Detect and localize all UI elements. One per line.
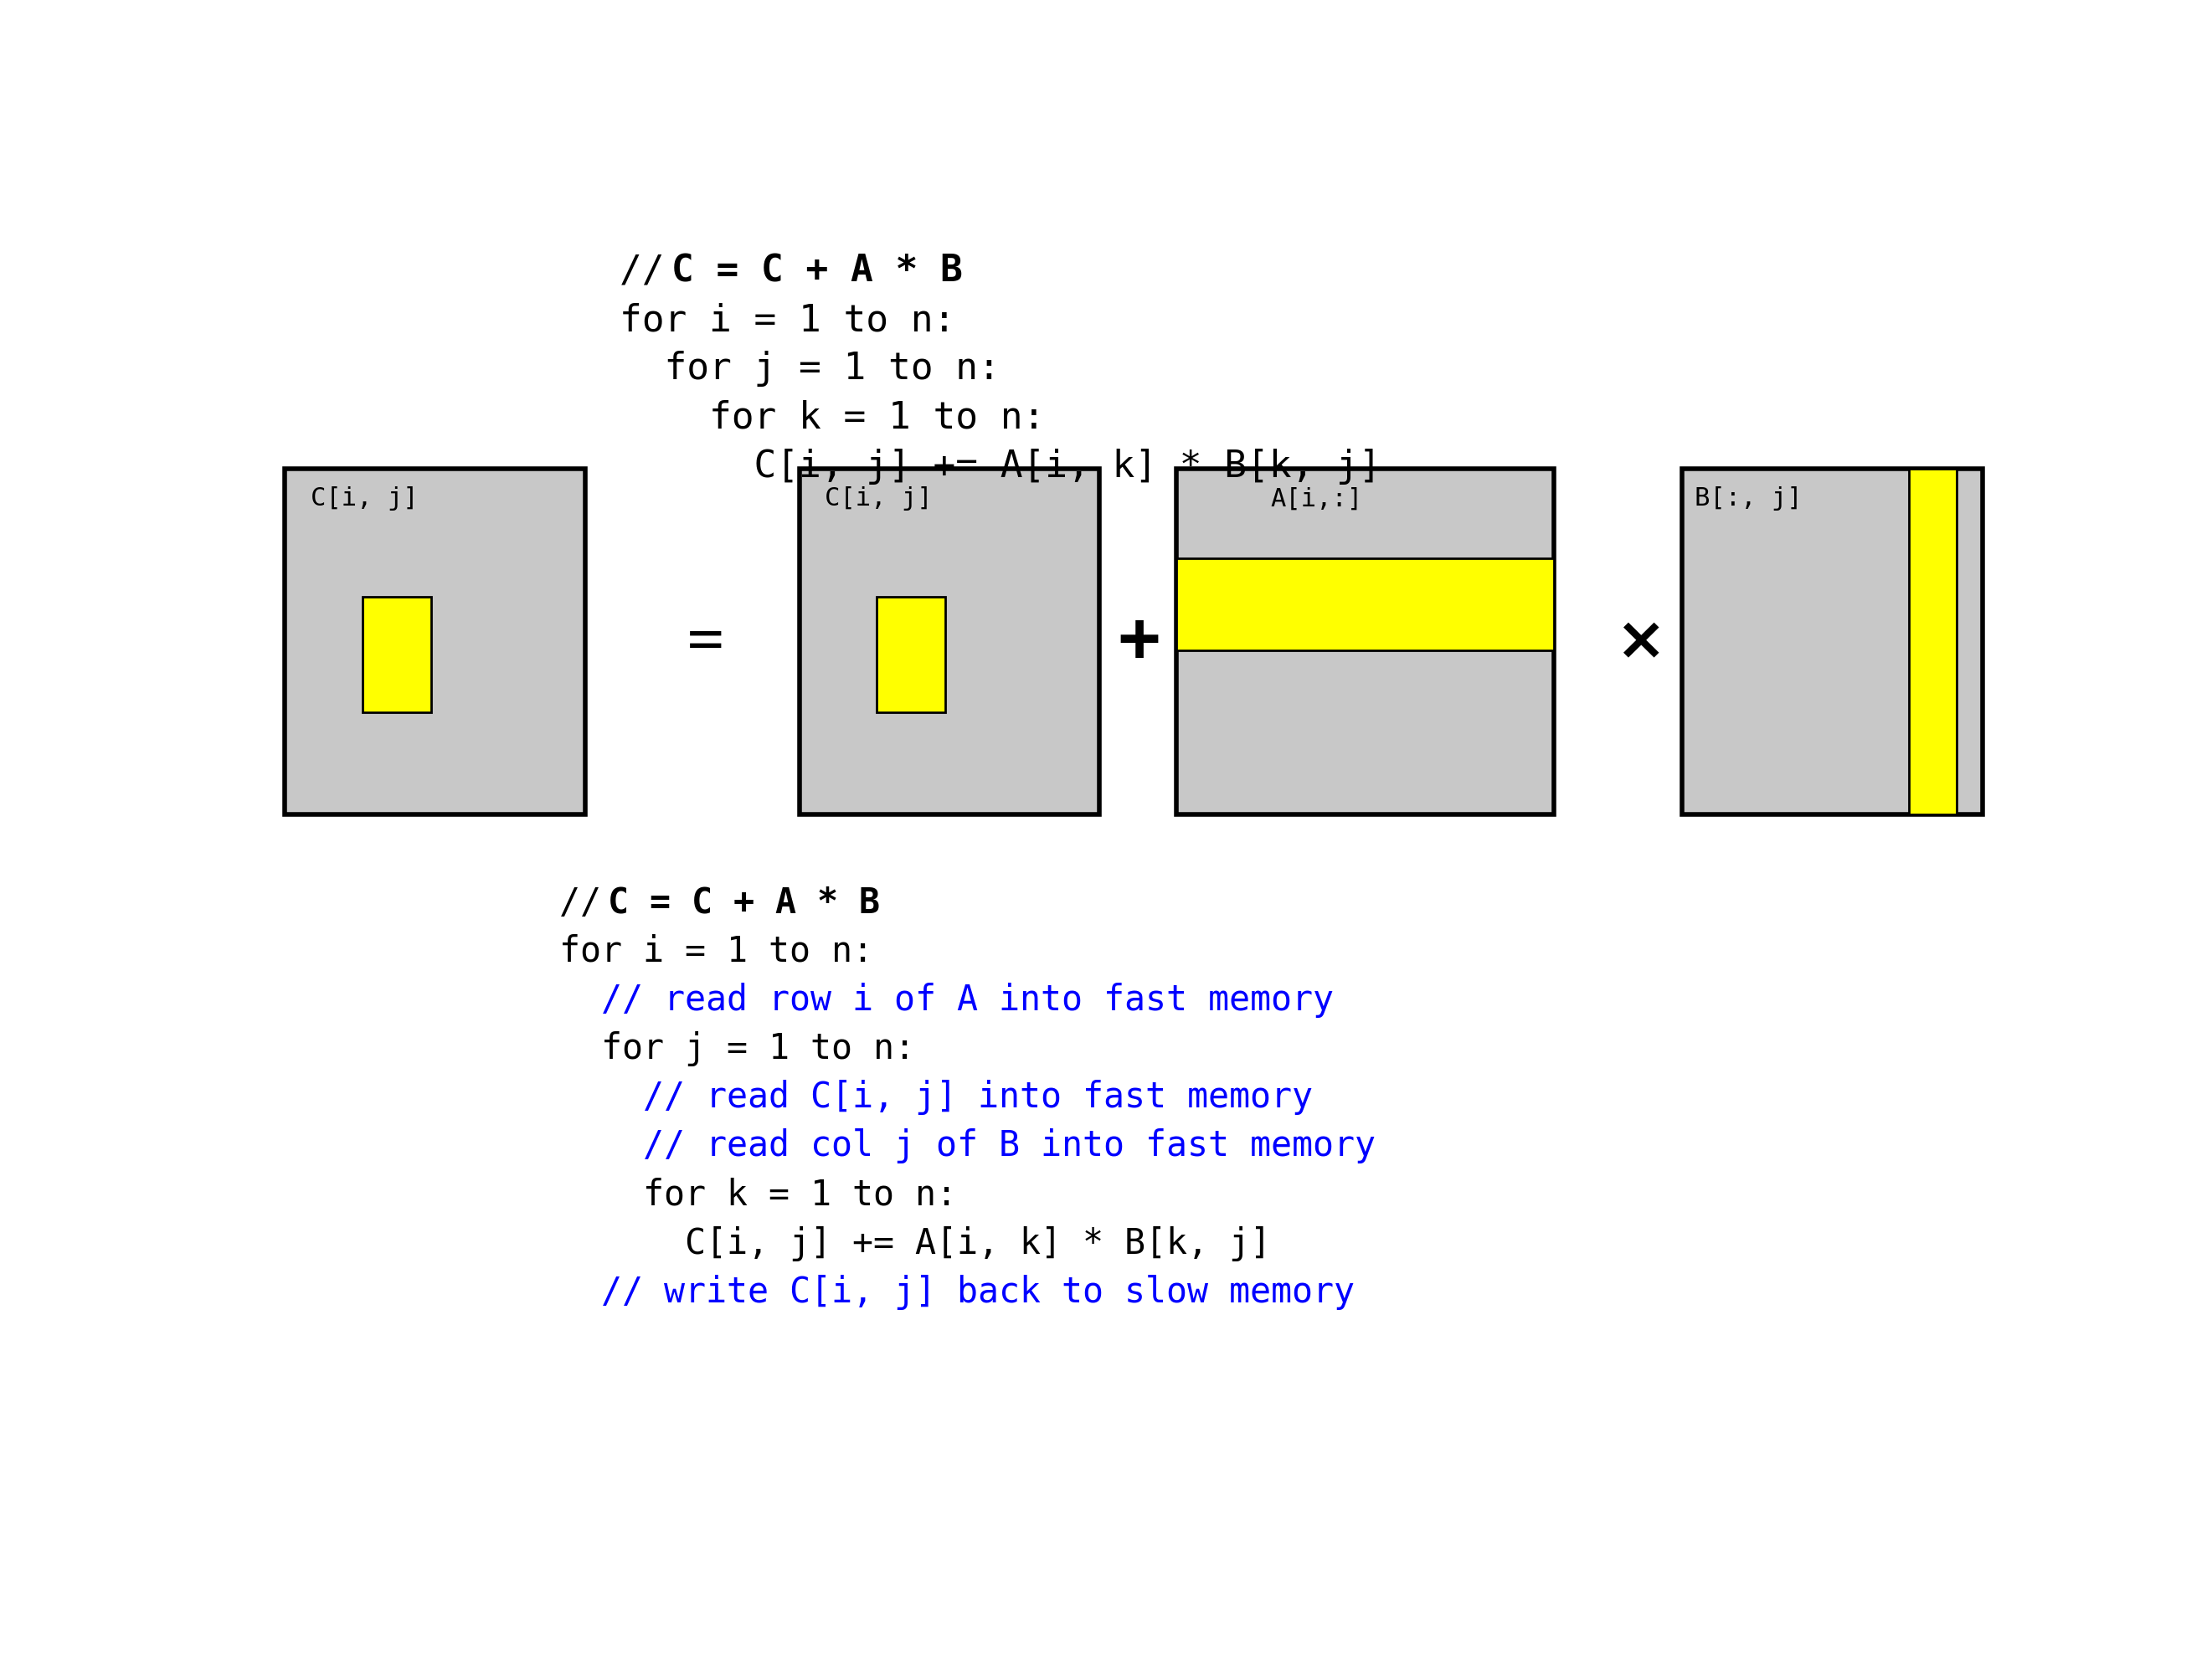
Text: C = C + A * B: C = C + A * B bbox=[608, 885, 880, 920]
Text: A[i,:]: A[i,:] bbox=[1270, 486, 1363, 511]
Bar bbox=[799, 469, 1099, 815]
Text: for j = 1 to n:: for j = 1 to n: bbox=[560, 1032, 916, 1067]
Text: =: = bbox=[688, 612, 723, 671]
Text: for i = 1 to n:: for i = 1 to n: bbox=[619, 303, 956, 338]
Text: //: // bbox=[619, 253, 686, 290]
Bar bbox=[1177, 469, 1553, 815]
Text: C[i, j] += A[i, k] * B[k, j]: C[i, j] += A[i, k] * B[k, j] bbox=[619, 448, 1380, 484]
Text: ×: × bbox=[1615, 612, 1666, 671]
Text: C[i, j]: C[i, j] bbox=[825, 486, 933, 511]
Bar bbox=[1909, 469, 1958, 815]
Text: // read C[i, j] into fast memory: // read C[i, j] into fast memory bbox=[560, 1080, 1314, 1115]
Bar bbox=[285, 469, 584, 815]
Text: B[:, j]: B[:, j] bbox=[1694, 486, 1803, 511]
Bar bbox=[363, 597, 431, 712]
Text: for k = 1 to n:: for k = 1 to n: bbox=[560, 1178, 958, 1213]
Text: for j = 1 to n:: for j = 1 to n: bbox=[619, 351, 1000, 386]
Text: // write C[i, j] back to slow memory: // write C[i, j] back to slow memory bbox=[560, 1275, 1354, 1310]
Text: for i = 1 to n:: for i = 1 to n: bbox=[560, 934, 874, 968]
Text: for k = 1 to n:: for k = 1 to n: bbox=[619, 399, 1044, 436]
Bar bbox=[876, 597, 945, 712]
Bar bbox=[1681, 469, 1982, 815]
Text: // read col j of B into fast memory: // read col j of B into fast memory bbox=[560, 1128, 1376, 1163]
Text: +: + bbox=[1117, 607, 1159, 676]
Bar bbox=[1177, 559, 1553, 651]
Text: C[i, j]: C[i, j] bbox=[310, 486, 418, 511]
Text: // read row i of A into fast memory: // read row i of A into fast memory bbox=[560, 982, 1334, 1018]
Text: C = C + A * B: C = C + A * B bbox=[670, 253, 962, 290]
Text: //: // bbox=[560, 885, 622, 920]
Text: C[i, j] += A[i, k] * B[k, j]: C[i, j] += A[i, k] * B[k, j] bbox=[560, 1226, 1272, 1261]
